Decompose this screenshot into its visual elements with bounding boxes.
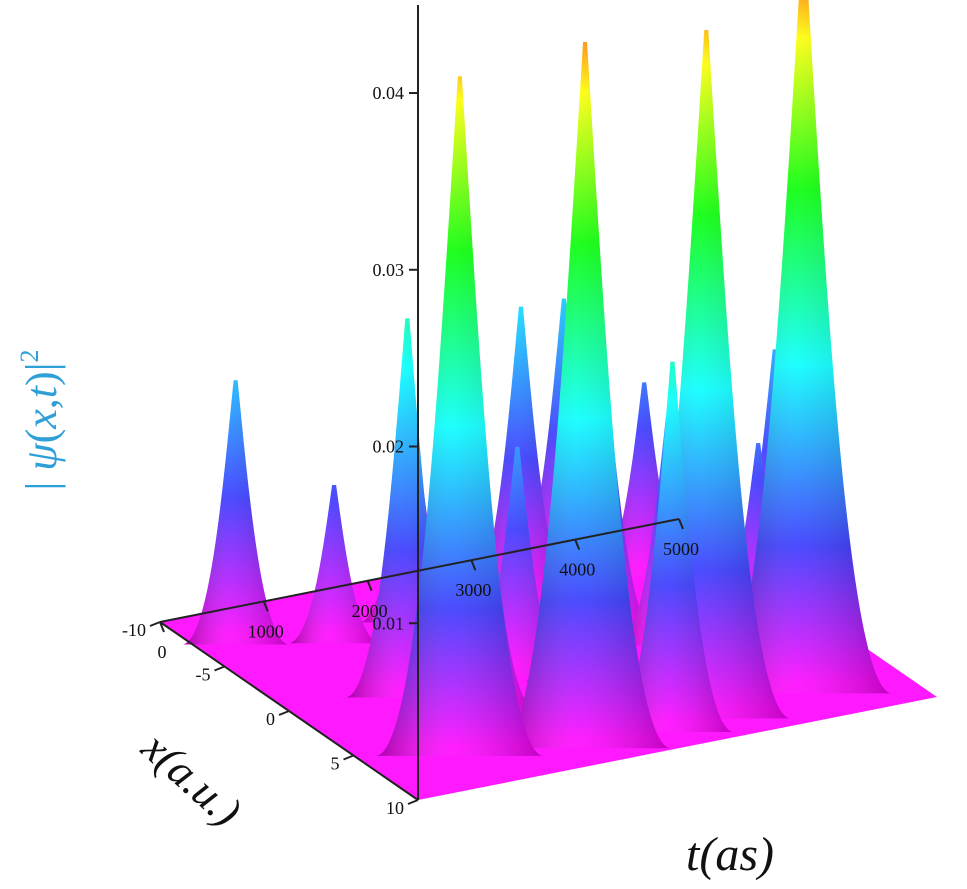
x-axis-title: x(a.u.) — [132, 722, 251, 836]
surface-peak — [289, 485, 379, 644]
peak-shading — [500, 42, 671, 749]
x-tick-mark — [407, 799, 419, 805]
surface-peak — [465, 306, 577, 607]
t-tick-mark — [159, 621, 165, 633]
t-tick-label: 0 — [158, 642, 167, 662]
t-axis-line — [159, 518, 680, 623]
x-tick-label: 0 — [266, 709, 275, 729]
t-tick-label: 4000 — [559, 560, 595, 580]
x-tick-label: -5 — [196, 665, 211, 685]
z-label-comma: , — [17, 398, 66, 409]
t-tick-label: 1000 — [248, 621, 284, 641]
z-tick-label: 0.04 — [373, 83, 405, 103]
peak-shading — [346, 318, 469, 698]
t-tick-mark — [470, 559, 477, 571]
axes: 0.01 0.02 0.03 0.04 0 1000 2000 3000 4000 5000 10 5… — [122, 5, 699, 818]
peak-shading — [715, 0, 892, 694]
surface-peak — [376, 76, 543, 756]
peak-shading — [289, 485, 379, 644]
t-tick-label: 3000 — [455, 580, 491, 600]
z-tick-label: 0.02 — [373, 437, 405, 457]
peak-shading — [183, 380, 289, 645]
z-label-close: ) — [17, 371, 66, 386]
x-tick-label: 5 — [331, 754, 340, 774]
surface-peak — [622, 29, 791, 719]
peak-shading — [622, 29, 791, 719]
z-axis-title: | ψ(x,t)|2 — [15, 349, 66, 490]
z-label-bar: | — [17, 362, 66, 371]
surface-peak — [500, 42, 671, 749]
z-tick-label: 0.03 — [373, 260, 405, 280]
t-tick-mark — [678, 518, 684, 530]
surface-peak — [467, 446, 568, 676]
z-label-t: t — [17, 384, 66, 398]
z-label-psi: ψ — [17, 443, 66, 471]
x-tick-label: 10 — [386, 798, 404, 818]
wave-surface — [160, 0, 937, 800]
surface-peak — [715, 0, 892, 694]
t-tick-label: 5000 — [663, 539, 699, 559]
t-tick-mark — [574, 539, 581, 550]
t-tick-mark — [262, 601, 269, 612]
surface-peak — [183, 380, 289, 645]
t-axis-title: t(as) — [686, 828, 774, 881]
x-tick-mark — [343, 754, 354, 761]
z-label-x: x — [17, 409, 66, 430]
z-label-prefix: | — [17, 471, 66, 491]
surface-peak — [346, 318, 469, 698]
peak-shading — [467, 446, 568, 676]
peak-shading — [376, 76, 543, 756]
z-label-open: ( — [17, 429, 66, 444]
x-tick-label: -10 — [122, 620, 146, 640]
surface-peak — [612, 361, 733, 732]
x-tick-mark — [149, 621, 161, 627]
z-label-exponent: 2 — [15, 349, 44, 362]
peak-shading — [465, 306, 577, 607]
x-tick-mark — [214, 665, 225, 672]
z-tick-label: 0.01 — [373, 613, 405, 633]
x-tick-mark — [278, 710, 290, 716]
t-tick-label: 2000 — [352, 601, 388, 621]
peak-shading — [612, 361, 733, 732]
t-tick-mark — [366, 580, 373, 592]
